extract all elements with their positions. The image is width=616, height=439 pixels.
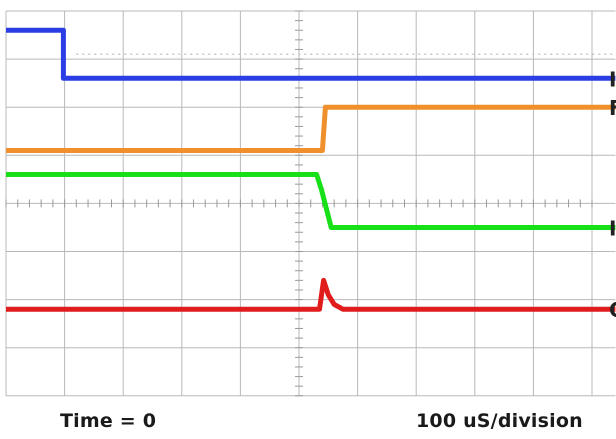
channel-markers: IFIC [609, 67, 616, 322]
channel-marker-3: I [609, 216, 616, 240]
channel-marker-1: I [609, 67, 616, 91]
series-trace-1 [6, 27, 616, 81]
series-trace-2 [6, 104, 616, 153]
timebase-label: 100 uS/division [416, 410, 583, 432]
traces [6, 27, 616, 312]
graticule [5, 10, 616, 397]
channel-marker-4: C [609, 298, 616, 322]
series-trace-3 [6, 172, 616, 230]
series-trace-4 [6, 277, 616, 312]
channel-marker-2: F [609, 96, 616, 120]
time-zero-label: Time = 0 [60, 410, 157, 432]
